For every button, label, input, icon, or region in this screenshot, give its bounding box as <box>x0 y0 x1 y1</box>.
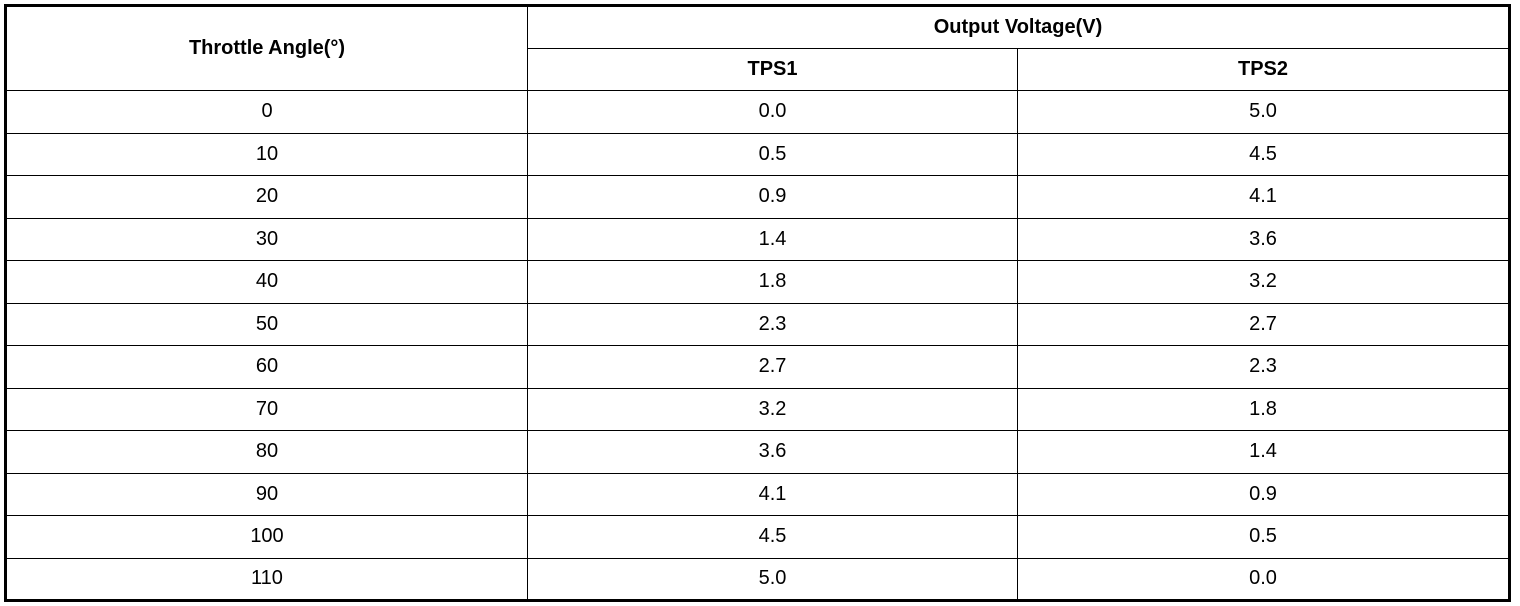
cell-angle: 80 <box>5 430 528 474</box>
table-row: 40 1.8 3.2 <box>5 260 1510 304</box>
cell-tps2: 0.5 <box>1017 515 1510 559</box>
table-row: 10 0.5 4.5 <box>5 132 1510 176</box>
header-output-voltage: Output Voltage(V) <box>527 5 1510 49</box>
table-row: 80 3.6 1.4 <box>5 430 1510 474</box>
cell-tps1: 2.7 <box>527 345 1018 389</box>
cell-tps1: 0.9 <box>527 175 1018 219</box>
cell-angle: 100 <box>5 515 528 559</box>
cell-angle: 90 <box>5 472 528 516</box>
cell-tps2: 1.4 <box>1017 430 1510 474</box>
header-throttle-angle: Throttle Angle(°) <box>5 5 528 91</box>
table-row: 30 1.4 3.6 <box>5 217 1510 261</box>
table-row: 110 5.0 0.0 <box>5 557 1510 601</box>
cell-tps2: 0.9 <box>1017 472 1510 516</box>
cell-angle: 30 <box>5 217 528 261</box>
cell-tps1: 1.8 <box>527 260 1018 304</box>
cell-tps2: 2.3 <box>1017 345 1510 389</box>
cell-tps1: 1.4 <box>527 217 1018 261</box>
cell-angle: 50 <box>5 302 528 346</box>
cell-tps1: 0.0 <box>527 90 1018 134</box>
cell-tps2: 3.6 <box>1017 217 1510 261</box>
cell-angle: 60 <box>5 345 528 389</box>
cell-tps2: 5.0 <box>1017 90 1510 134</box>
table-row: 50 2.3 2.7 <box>5 302 1510 346</box>
cell-angle: 10 <box>5 132 528 176</box>
cell-tps1: 0.5 <box>527 132 1018 176</box>
cell-angle: 20 <box>5 175 528 219</box>
cell-tps1: 4.5 <box>527 515 1018 559</box>
cell-angle: 40 <box>5 260 528 304</box>
table-row: 0 0.0 5.0 <box>5 90 1510 134</box>
cell-tps2: 0.0 <box>1017 557 1510 601</box>
table-row: 100 4.5 0.5 <box>5 515 1510 559</box>
table-row: 20 0.9 4.1 <box>5 175 1510 219</box>
cell-tps1: 3.6 <box>527 430 1018 474</box>
cell-tps1: 2.3 <box>527 302 1018 346</box>
cell-tps1: 4.1 <box>527 472 1018 516</box>
cell-tps2: 2.7 <box>1017 302 1510 346</box>
table-row: 90 4.1 0.9 <box>5 472 1510 516</box>
cell-angle: 0 <box>5 90 528 134</box>
cell-tps2: 4.1 <box>1017 175 1510 219</box>
table-row: 70 3.2 1.8 <box>5 387 1510 431</box>
cell-tps2: 1.8 <box>1017 387 1510 431</box>
header-tps1: TPS1 <box>527 48 1018 91</box>
cell-tps2: 4.5 <box>1017 132 1510 176</box>
tps-voltage-table: Throttle Angle(°) Output Voltage(V) TPS1… <box>4 4 1511 602</box>
header-tps2: TPS2 <box>1017 48 1510 91</box>
cell-angle: 110 <box>5 557 528 601</box>
table-row: 60 2.7 2.3 <box>5 345 1510 389</box>
cell-tps2: 3.2 <box>1017 260 1510 304</box>
cell-tps1: 3.2 <box>527 387 1018 431</box>
cell-tps1: 5.0 <box>527 557 1018 601</box>
cell-angle: 70 <box>5 387 528 431</box>
